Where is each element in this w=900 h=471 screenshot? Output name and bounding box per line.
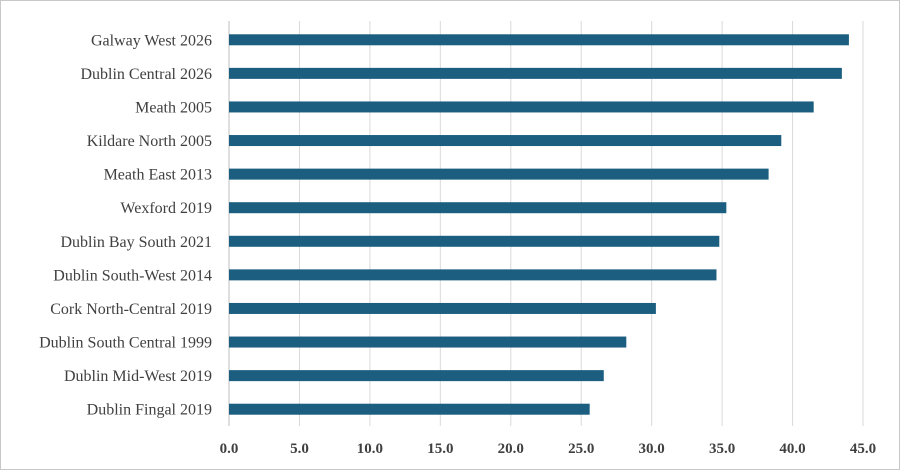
x-tick-label: 30.0 <box>639 441 665 457</box>
x-tick-label: 45.0 <box>850 441 876 457</box>
category-label: Dublin Bay South 2021 <box>60 234 212 251</box>
bar <box>229 67 842 79</box>
category-label: Meath 2005 <box>135 99 212 116</box>
category-label: Dublin Central 2026 <box>80 66 212 83</box>
bar <box>229 202 727 214</box>
x-tick-label: 5.0 <box>290 441 309 457</box>
x-tick-label: 20.0 <box>498 441 524 457</box>
x-tick-label: 15.0 <box>427 441 453 457</box>
category-labels: Galway West 2026 Dublin Central 2026 Meath… <box>39 32 212 418</box>
category-label: Galway West 2026 <box>91 32 212 49</box>
bar <box>229 403 590 415</box>
x-tick-labels: 0.0 5.0 10.0 15.0 20.0 25.0 30.0 35.0 40.0 45.0 <box>220 441 877 457</box>
bar <box>229 135 782 147</box>
bars <box>229 34 849 415</box>
category-label: Wexford 2019 <box>120 200 212 217</box>
category-label: Kildare North 2005 <box>87 133 212 150</box>
x-tick-label: 35.0 <box>709 441 735 457</box>
category-label: Dublin South Central 1999 <box>39 335 212 352</box>
bar <box>229 101 814 113</box>
category-label: Cork North-Central 2019 <box>50 301 212 318</box>
category-label: Dublin South-West 2014 <box>53 267 212 284</box>
x-tick-label: 10.0 <box>357 441 383 457</box>
bar <box>229 34 849 46</box>
x-tick-label: 25.0 <box>568 441 594 457</box>
x-tick-label: 40.0 <box>779 441 805 457</box>
bar <box>229 336 627 348</box>
gridlines <box>228 21 864 426</box>
bar <box>229 168 769 180</box>
category-label: Dublin Fingal 2019 <box>87 402 212 419</box>
bar <box>229 269 717 281</box>
x-tick-label: 0.0 <box>220 441 239 457</box>
category-label: Meath East 2013 <box>104 167 212 184</box>
bar <box>229 235 720 247</box>
bar <box>229 302 656 314</box>
category-label: Dublin Mid-West 2019 <box>64 368 212 385</box>
bar <box>229 370 604 382</box>
